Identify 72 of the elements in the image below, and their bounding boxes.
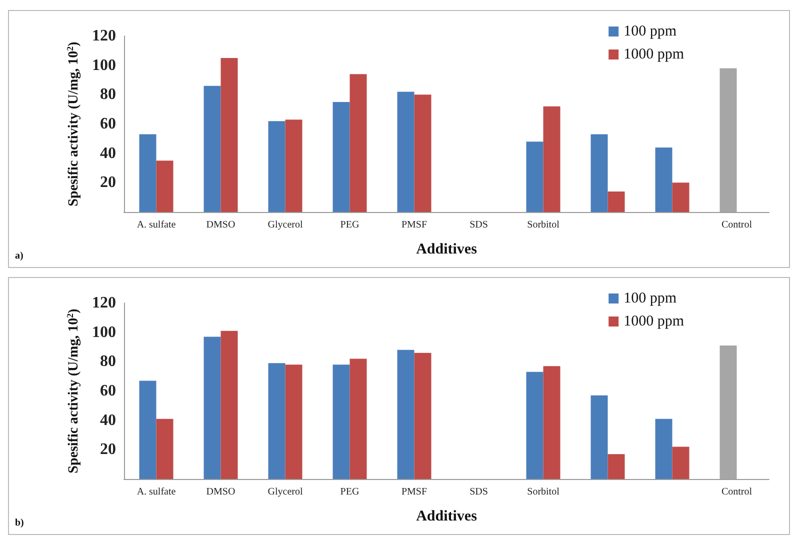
bar [285,364,302,479]
bar [204,86,221,212]
x-tick-label: Sorbitol [527,220,560,230]
x-tick-label: Sorbitol [527,486,560,498]
x-tick-label: Glycerol [268,486,303,498]
bar [156,160,174,212]
y-tick-label: 120 [92,28,116,44]
bar [204,336,221,479]
bar [220,58,238,212]
bar [543,106,560,212]
bar [672,182,690,212]
bar [720,68,737,212]
y-tick-label: 80 [100,353,116,370]
bar [414,352,432,479]
x-tick-label: SDS [470,220,488,230]
bar [543,366,560,479]
bar [397,92,414,212]
bar [350,358,367,479]
x-tick-label: PMSF [401,220,428,230]
y-tick-label: 40 [100,144,116,162]
text: a) [15,250,24,262]
y-axis-title: Spesific activity (U/mg, 102) [65,308,82,474]
legend-label: 1000 ppm [624,46,684,62]
bar [332,364,350,479]
y-tick-label: 100 [92,324,116,341]
bar [608,454,625,479]
bar [720,346,737,479]
bar [220,330,238,479]
y-tick-label: 100 [92,56,116,74]
x-axis-title: Additives [416,242,478,258]
y-tick-label: 60 [100,382,116,400]
bar [285,120,302,212]
legend-label: 1000 ppm [624,314,684,330]
x-tick-label: DMSO [206,220,236,230]
bar [526,142,544,212]
x-tick-label: Control [721,220,752,230]
bar [590,395,608,479]
y-tick-label: 40 [100,412,116,429]
x-tick-label: PEG [340,220,360,230]
x-tick-label: A. sulfate [136,220,176,230]
x-tick-label: PEG [340,486,360,498]
bar [672,446,690,479]
bar [332,102,350,212]
y-tick-label: 60 [100,116,116,132]
bar [655,418,672,479]
bar [156,418,174,479]
y-tick-label: 20 [100,441,116,458]
y-axis-title: Spesific activity (U/mg, 102) [65,41,82,206]
y-tick-label: 80 [100,86,116,104]
x-tick-label: Control [721,486,752,498]
x-tick-label: SDS [470,486,488,498]
bar [268,121,286,212]
bar [590,134,608,212]
bar [414,94,432,212]
bar [655,147,672,212]
y-tick-label: 20 [100,174,116,192]
x-tick-label: DMSO [206,486,236,498]
x-tick-label: A. sulfate [136,486,176,498]
legend-label: 100 ppm [624,290,677,306]
bar [608,191,625,212]
bar [139,380,156,479]
bar [139,134,156,212]
bar [397,350,414,479]
legend-label: 100 ppm [624,24,677,40]
bar [350,74,367,212]
y-tick-label: 120 [92,294,116,312]
text: b) [15,518,24,528]
x-tick-label: Glycerol [268,220,303,230]
x-axis-title: Additives [416,508,478,524]
x-tick-label: PMSF [401,486,428,498]
bar [268,363,286,479]
bar [526,372,544,479]
